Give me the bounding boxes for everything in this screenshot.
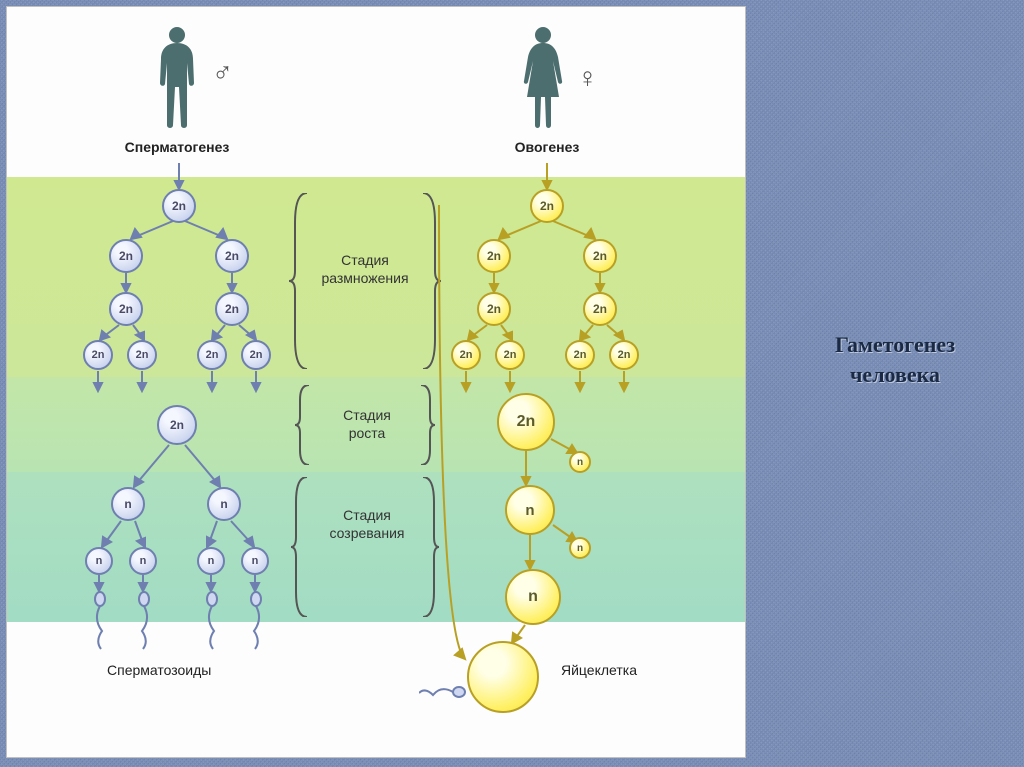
- female-cell-final-egg: [467, 641, 539, 713]
- female-cell-polar1: n: [569, 451, 591, 473]
- female-cell-r2-2: 2n: [583, 239, 617, 273]
- female-cell-r4-2: 2n: [495, 340, 525, 370]
- female-cell-polar2: n: [569, 537, 591, 559]
- female-cell-r3-1: 2n: [477, 292, 511, 326]
- sperm-by-egg-icon: [419, 667, 469, 707]
- female-cell-growth: 2n: [497, 393, 555, 451]
- female-cell-r2-1: 2n: [477, 239, 511, 273]
- female-cell-r4-1: 2n: [451, 340, 481, 370]
- female-cell-mat1: n: [505, 485, 555, 535]
- diagram-panel: ♂ ♀ Сперматогенез Овогенез Стадия размно…: [6, 6, 746, 758]
- female-cell-r3-2: 2n: [583, 292, 617, 326]
- female-cell-r4-4: 2n: [609, 340, 639, 370]
- sidebar-title-line1: Гаметогенез: [835, 332, 955, 357]
- female-result-label: Яйцеклетка: [561, 662, 637, 678]
- female-cell-r4-3: 2n: [565, 340, 595, 370]
- female-cell-r1-1: 2n: [530, 189, 564, 223]
- sidebar-title-line2: человека: [850, 362, 940, 387]
- sidebar-title: Гаметогенез человека: [780, 330, 1010, 389]
- female-arrows: [7, 7, 747, 759]
- female-cell-mat2: n: [505, 569, 561, 625]
